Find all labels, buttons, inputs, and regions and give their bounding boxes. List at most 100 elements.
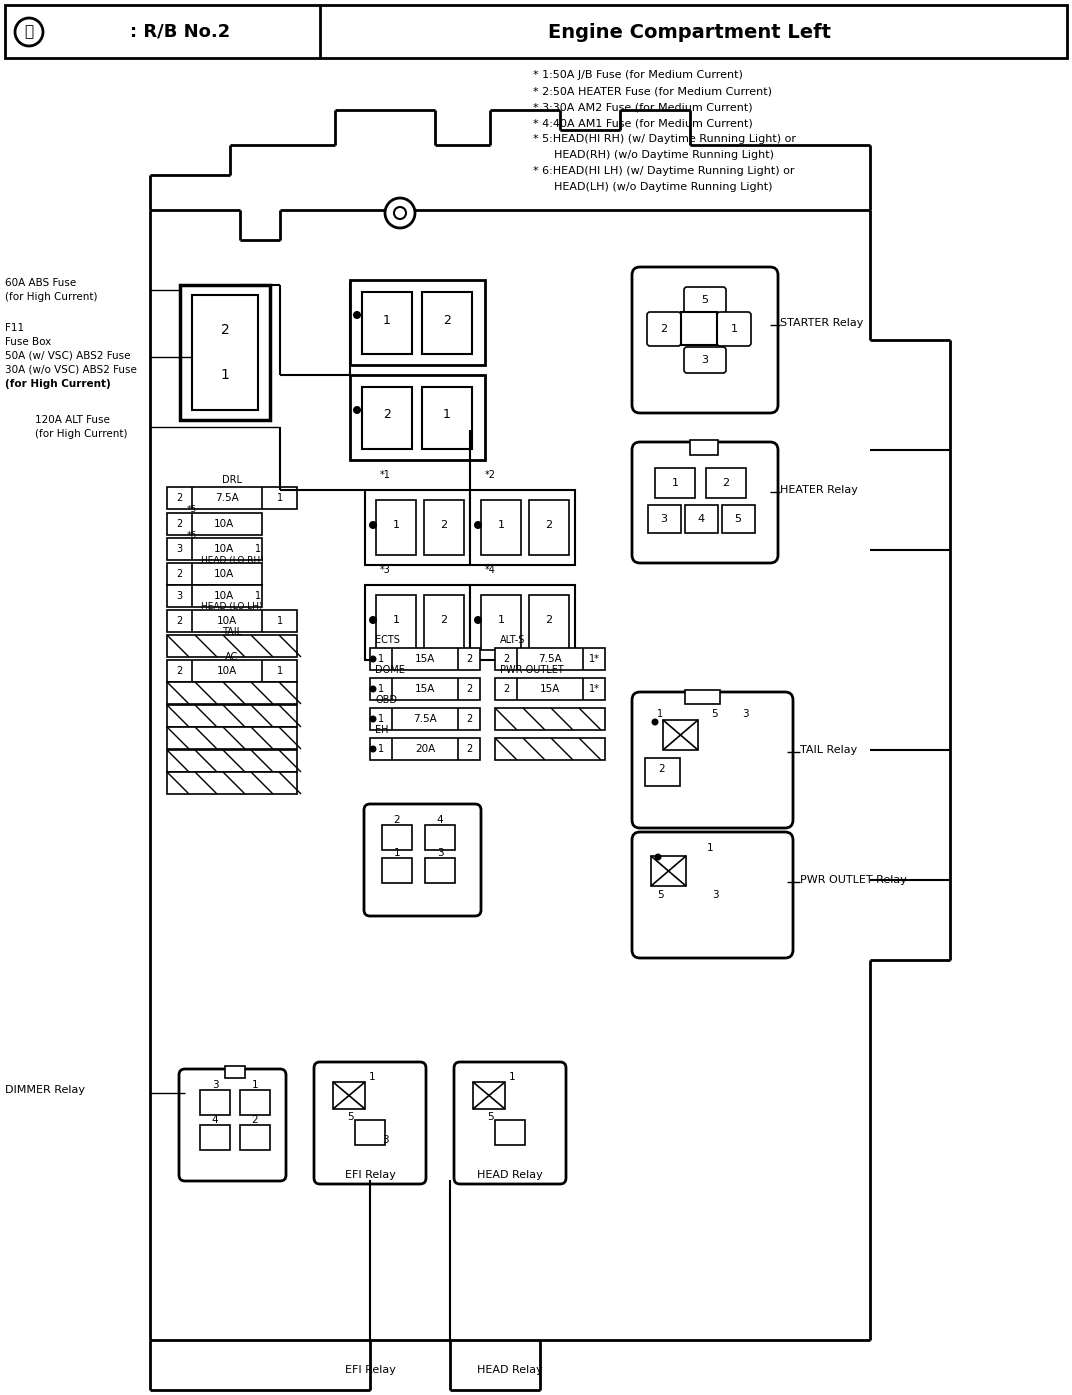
Text: EFI Relay: EFI Relay	[344, 1170, 396, 1180]
Text: 3: 3	[211, 1080, 219, 1089]
Bar	[167, 771, 297, 794]
FancyBboxPatch shape	[455, 1062, 566, 1184]
Bar	[364, 490, 470, 565]
Bar	[370, 678, 480, 700]
Text: 2: 2	[252, 1115, 258, 1124]
Bar	[192, 294, 258, 410]
Bar	[364, 585, 470, 660]
Bar	[370, 709, 480, 730]
Text: 2: 2	[466, 654, 472, 664]
Text: 3: 3	[701, 354, 709, 365]
Text: 1: 1	[497, 520, 505, 530]
Text: DOME: DOME	[375, 665, 405, 675]
Bar	[362, 292, 412, 354]
Text: OBD: OBD	[375, 695, 397, 704]
Text: 1: 1	[378, 684, 384, 693]
Bar	[333, 1083, 364, 1109]
Text: 2: 2	[546, 615, 552, 625]
Text: 2: 2	[466, 714, 472, 724]
Text: 1: 1	[657, 709, 664, 718]
Text: 7.5A: 7.5A	[538, 654, 562, 664]
Bar	[422, 292, 472, 354]
Bar	[495, 738, 605, 760]
Text: AC: AC	[225, 651, 239, 663]
Text: PWR OUTLET: PWR OUTLET	[500, 665, 564, 675]
Text: 50A (w/ VSC) ABS2 Fuse: 50A (w/ VSC) ABS2 Fuse	[5, 352, 131, 361]
Text: ECTS: ECTS	[375, 635, 400, 644]
Bar	[681, 312, 717, 345]
Text: TAIL: TAIL	[222, 626, 242, 638]
FancyBboxPatch shape	[364, 804, 481, 917]
Bar	[481, 499, 521, 555]
Text: 2: 2	[503, 654, 509, 664]
Bar	[370, 649, 480, 670]
Text: *5: *5	[187, 505, 197, 515]
Bar	[481, 596, 521, 650]
Bar	[349, 375, 485, 460]
Text: (for High Current): (for High Current)	[5, 292, 98, 301]
Text: *4: *4	[485, 565, 496, 575]
Text: 1: 1	[277, 665, 283, 677]
Text: 5: 5	[657, 890, 664, 900]
Text: 2: 2	[660, 324, 668, 333]
Text: EFI Relay: EFI Relay	[344, 1364, 396, 1375]
Text: HEAD Relay: HEAD Relay	[477, 1170, 542, 1180]
FancyBboxPatch shape	[314, 1062, 426, 1184]
Bar	[647, 505, 681, 533]
Bar	[425, 499, 464, 555]
Bar	[645, 757, 680, 785]
Bar	[167, 751, 297, 771]
FancyBboxPatch shape	[717, 312, 751, 346]
Text: 2: 2	[466, 744, 472, 755]
Text: 2: 2	[503, 684, 509, 693]
Circle shape	[474, 520, 482, 529]
Text: 1: 1	[255, 544, 262, 554]
Text: 1: 1	[277, 492, 283, 504]
Bar	[5, 6, 1067, 59]
Text: 120A ALT Fuse: 120A ALT Fuse	[35, 414, 109, 425]
Bar	[370, 738, 480, 760]
Text: 2: 2	[221, 324, 229, 338]
Bar	[528, 596, 569, 650]
FancyBboxPatch shape	[632, 692, 793, 829]
Bar	[655, 467, 695, 498]
Text: Fuse Box: Fuse Box	[5, 338, 51, 347]
Text: 5: 5	[346, 1112, 354, 1122]
Bar	[200, 1089, 230, 1115]
Bar	[167, 513, 262, 536]
Circle shape	[474, 617, 482, 624]
FancyBboxPatch shape	[684, 347, 726, 372]
Text: F11: F11	[5, 324, 25, 333]
FancyBboxPatch shape	[632, 442, 778, 564]
Text: 1: 1	[378, 654, 384, 664]
Text: 2: 2	[441, 615, 448, 625]
Circle shape	[652, 718, 658, 725]
Text: 5: 5	[712, 709, 718, 718]
Text: 2: 2	[383, 409, 391, 421]
Text: *3: *3	[379, 565, 391, 575]
Text: *6: *6	[187, 531, 197, 540]
Text: 2: 2	[176, 519, 182, 529]
Text: 1: 1	[706, 843, 713, 852]
Text: * 4:40A AM1 Fuse (for Medium Current): * 4:40A AM1 Fuse (for Medium Current)	[533, 119, 753, 128]
Text: 3: 3	[436, 848, 444, 858]
Text: ALT-S: ALT-S	[500, 635, 525, 644]
Bar	[495, 709, 605, 730]
Text: 10A: 10A	[214, 569, 234, 579]
Bar	[167, 682, 297, 704]
Bar	[528, 499, 569, 555]
Text: 3: 3	[382, 1136, 388, 1145]
FancyBboxPatch shape	[632, 266, 778, 413]
Text: *2: *2	[485, 470, 496, 480]
Text: 2: 2	[176, 665, 182, 677]
Text: 1: 1	[383, 314, 391, 326]
Bar	[167, 564, 262, 585]
Bar	[495, 678, 605, 700]
Text: 2: 2	[466, 684, 472, 693]
Text: 30A (w/o VSC) ABS2 Fuse: 30A (w/o VSC) ABS2 Fuse	[5, 365, 137, 375]
Text: 4: 4	[436, 815, 444, 824]
Text: (for High Current): (for High Current)	[35, 430, 128, 439]
Text: STARTER Relay: STARTER Relay	[780, 318, 863, 328]
Text: 3: 3	[176, 544, 182, 554]
Text: HEAD Relay: HEAD Relay	[477, 1364, 542, 1375]
